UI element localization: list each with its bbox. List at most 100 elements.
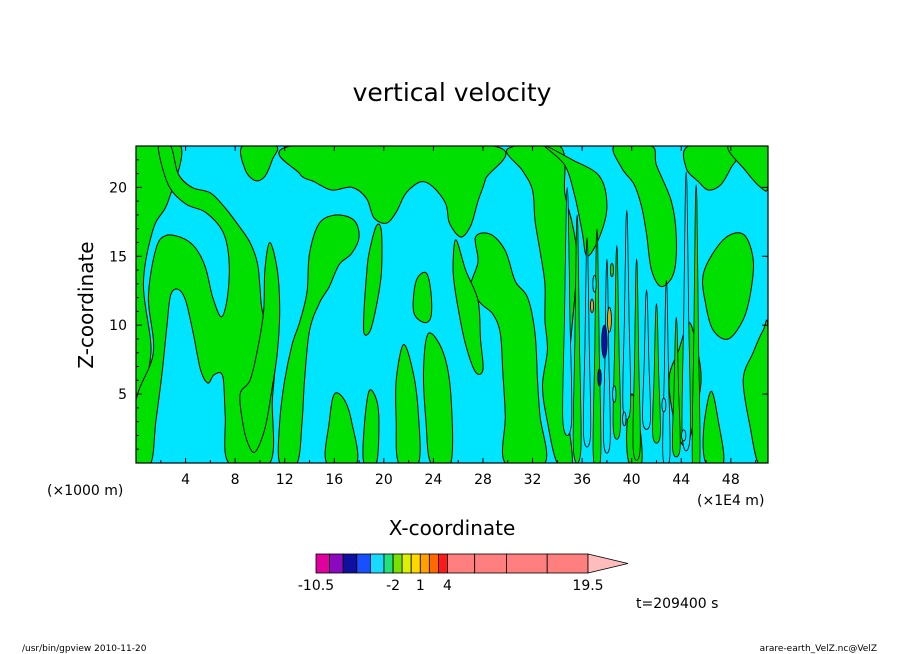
footer-left: /usr/bin/gpview 2010-11-20 [22, 644, 147, 654]
convective-cell [592, 275, 597, 293]
updraft-region [727, 146, 768, 192]
colorbar-segment [546, 553, 589, 574]
updraft-region [412, 271, 433, 324]
colorbar-segment [315, 553, 331, 574]
x-unit-left: (×1000 m) [47, 483, 123, 499]
convective-cell [612, 385, 617, 403]
updraft-region [452, 239, 484, 375]
updraft-region [324, 392, 359, 463]
colorbar-extension [587, 553, 629, 574]
x-unit-right: (×1E4 m) [697, 493, 764, 509]
convective-cell [610, 262, 614, 278]
colorbar-tick-label: -2 [386, 578, 400, 594]
colorbar-segment [329, 553, 344, 574]
streak [691, 184, 701, 463]
convective-cell [601, 324, 608, 359]
convective-cells [590, 262, 687, 442]
colorbar-segment [474, 553, 507, 574]
updraft-region [239, 242, 281, 453]
colorbar-segment [419, 553, 430, 574]
colorbar-tick-label: 1 [416, 578, 425, 594]
x-tick-label: 4 [181, 472, 190, 488]
updraft-region [277, 214, 360, 463]
convective-cell [622, 411, 627, 427]
x-tick-label: 44 [672, 472, 690, 488]
updraft-region [278, 146, 507, 238]
y-axis-label: Z-coordinate [74, 241, 98, 368]
x-tick-label: 32 [524, 472, 542, 488]
updraft-region [362, 389, 380, 463]
colorbar-segment [410, 553, 421, 574]
x-tick-label: 40 [623, 472, 641, 488]
y-tick-label: 15 [109, 249, 127, 265]
streak [662, 279, 671, 463]
colorbar-segment [437, 553, 448, 574]
colorbar-segment [369, 553, 385, 574]
streak [592, 228, 602, 463]
y-tick-label: 10 [109, 318, 127, 334]
streak [572, 214, 582, 463]
colorbar-segment [401, 553, 412, 574]
streak [681, 171, 691, 452]
convective-cell [590, 298, 594, 314]
colorbar-segment [428, 553, 439, 574]
updraft-region [702, 390, 725, 463]
colorbar-tick-label: 19.5 [572, 578, 603, 594]
streak [582, 237, 592, 448]
x-axis-label: X-coordinate [389, 516, 516, 540]
updraft-region [612, 146, 677, 288]
updraft-region [470, 232, 548, 463]
colorbar-segment [447, 553, 476, 574]
updraft-regions [136, 146, 768, 463]
chart-title: vertical velocity [353, 78, 552, 107]
convective-cell [681, 429, 687, 442]
streak [632, 258, 641, 461]
updraft-region [544, 146, 608, 257]
updraft-region [395, 343, 421, 463]
y-axis: 5 10 15 20 [109, 159, 768, 450]
footer-right: arare-earth_VelZ.nc@VelZ [760, 644, 877, 654]
updraft-region [240, 146, 279, 182]
colorbar-segment [392, 553, 403, 574]
downdraft-streaks [562, 171, 701, 463]
updraft-region [742, 319, 768, 463]
updraft-region [136, 146, 276, 463]
convective-cell [661, 397, 667, 413]
streak [562, 186, 573, 436]
x-tick-label: 16 [325, 472, 343, 488]
x-tick-label: 8 [231, 472, 240, 488]
contour-field [136, 146, 768, 463]
y-tick-label: 20 [109, 180, 127, 196]
colorbar-labels: -10.5 -2 1 4 19.5 [298, 578, 604, 594]
x-tick-label: 24 [424, 472, 442, 488]
convective-cell [597, 368, 602, 387]
colorbar-tick-label: 4 [443, 578, 452, 594]
colorbar-segment [356, 553, 371, 574]
updraft-region [362, 223, 383, 336]
updraft-region [136, 146, 183, 406]
streak [642, 289, 651, 430]
colorbar-segment [505, 553, 548, 574]
plot-frame [135, 145, 769, 464]
y-tick-label: 5 [118, 387, 127, 403]
x-tick-label: 20 [375, 472, 393, 488]
colorbar-segment [383, 553, 394, 574]
updraft-region [505, 146, 578, 463]
streak [652, 303, 661, 444]
updraft-region [702, 232, 754, 340]
x-tick-label: 12 [276, 472, 294, 488]
time-label: t=209400 s [636, 596, 718, 612]
x-axis: 4 8 12 16 20 24 28 32 36 40 44 48 [160, 146, 757, 488]
convective-cell [607, 306, 612, 333]
colorbar [315, 553, 629, 574]
streak [671, 317, 681, 458]
x-tick-label: 48 [722, 472, 740, 488]
x-tick-label: 36 [573, 472, 591, 488]
x-tick-label: 28 [474, 472, 492, 488]
colorbar-segment [342, 553, 358, 574]
colorbar-tick-label: -10.5 [298, 578, 334, 594]
streak [622, 209, 632, 420]
updraft-region [422, 332, 454, 463]
